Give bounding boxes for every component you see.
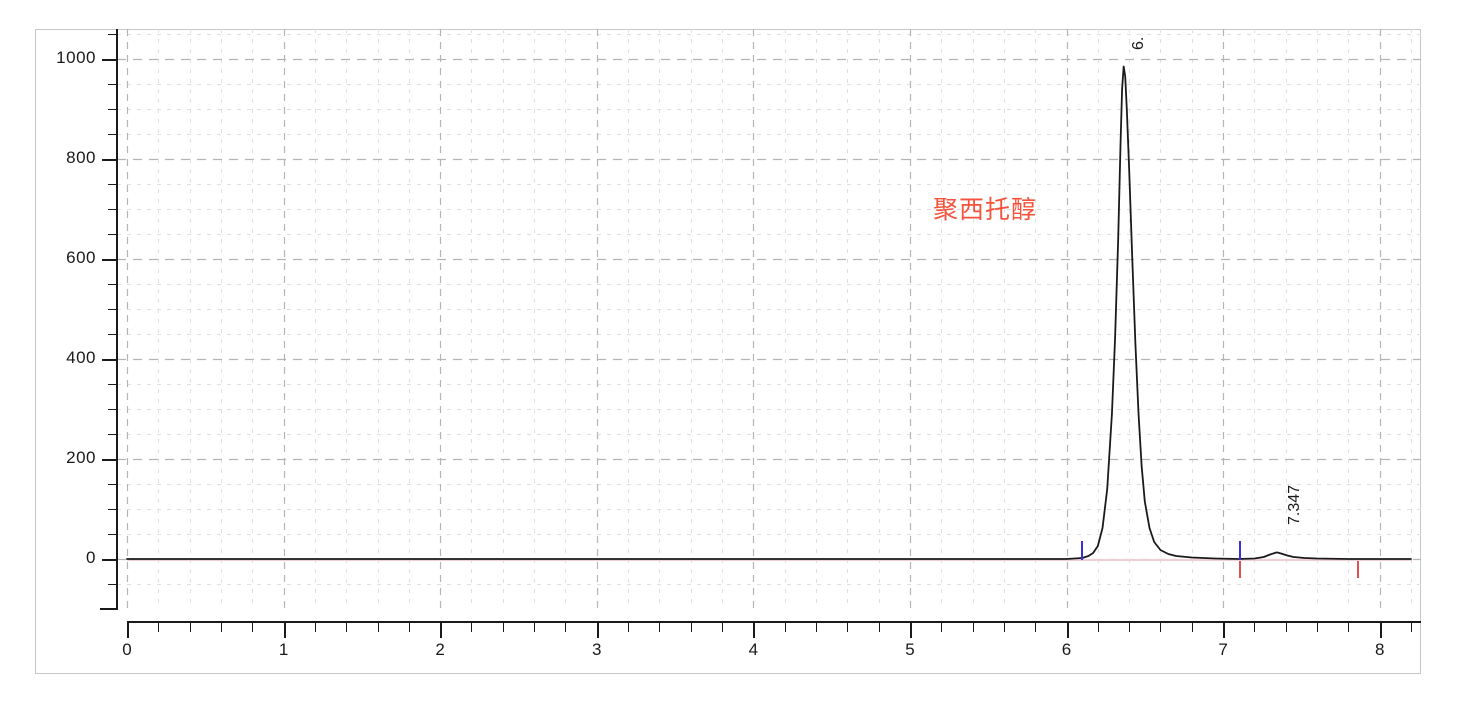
y-tick (102, 359, 117, 361)
y-tick (108, 609, 117, 610)
x-tick-label: 1 (278, 640, 289, 659)
x-tick-label: 6 (1061, 640, 1072, 659)
x-tick (127, 623, 129, 638)
y-axis-line (116, 29, 118, 610)
x-tick (910, 623, 912, 638)
chart-frame (35, 29, 1421, 674)
integration-marker-above-0 (1081, 541, 1084, 560)
x-tick (1411, 623, 1412, 632)
y-tick-label: 200 (66, 448, 96, 467)
x-axis-line (127, 621, 1421, 623)
y-tick (108, 484, 117, 485)
x-tick (378, 623, 379, 632)
y-tick (108, 284, 117, 285)
integration-marker-below-2 (1238, 561, 1241, 578)
y-tick (102, 459, 117, 461)
y-tick (108, 334, 117, 335)
x-tick (1254, 623, 1255, 632)
x-tick-label: 2 (435, 640, 445, 659)
y-tick-label: 800 (66, 148, 96, 167)
y-tick (108, 84, 117, 85)
x-tick (1129, 623, 1130, 632)
x-tick (785, 623, 786, 632)
y-tick (108, 234, 117, 235)
x-tick (409, 623, 410, 632)
x-tick-label: 3 (592, 640, 602, 659)
y-tick (102, 559, 117, 561)
x-tick (221, 623, 222, 632)
retention-time-label-minor: 7.347 (1286, 484, 1303, 525)
x-tick (1380, 623, 1382, 638)
x-tick (691, 623, 692, 632)
x-tick (346, 623, 347, 632)
y-tick-label: 600 (66, 248, 96, 267)
x-tick-label: 7 (1218, 640, 1228, 659)
x-tick (597, 623, 599, 638)
x-tick (816, 623, 817, 632)
grid-minor (117, 29, 1421, 609)
y-tick (108, 534, 117, 535)
x-tick (973, 623, 974, 632)
x-tick (158, 623, 159, 632)
y-tick (108, 384, 117, 385)
x-tick (1160, 623, 1161, 632)
y-tick (102, 259, 117, 261)
integration-markers (117, 29, 1421, 609)
y-tick (108, 184, 117, 185)
y-tick (102, 159, 117, 161)
grid-major (117, 29, 1421, 609)
y-tick (108, 34, 117, 35)
x-tick (284, 623, 286, 638)
compound-annotation-label: 聚西托醇 (933, 196, 1038, 224)
x-tick (659, 623, 660, 632)
y-tick (108, 134, 117, 135)
x-tick (565, 623, 566, 632)
x-tick-label: 5 (905, 640, 915, 659)
integration-marker-above-1 (1238, 541, 1241, 560)
x-tick (440, 623, 442, 638)
y-axis-labels: 0 200 400 600 800 1000 (18, 0, 96, 680)
y-tick (108, 409, 117, 410)
x-tick (628, 623, 629, 632)
x-tick (847, 623, 848, 632)
y-tick (108, 109, 117, 110)
x-tick (1223, 623, 1225, 638)
x-tick (1004, 623, 1005, 632)
x-tick (1098, 623, 1099, 632)
x-tick (534, 623, 535, 632)
x-tick (1317, 623, 1318, 632)
x-tick (471, 623, 472, 632)
y-tick-label: 400 (66, 348, 96, 367)
x-tick (1348, 623, 1349, 632)
x-tick (879, 623, 880, 632)
x-tick (503, 623, 504, 632)
x-tick (941, 623, 942, 632)
x-tick (315, 623, 316, 632)
y-tick (102, 59, 117, 61)
y-tick (108, 584, 117, 585)
y-tick (108, 309, 117, 310)
y-tick (108, 209, 117, 210)
integration-marker-below-3 (1356, 561, 1359, 578)
x-tick (753, 623, 755, 638)
x-tick (1067, 623, 1069, 638)
x-tick (190, 623, 191, 632)
x-tick-label: 0 (122, 640, 132, 659)
y-tick (108, 434, 117, 435)
retention-time-label-main: 6. (1130, 36, 1147, 50)
plot-area (117, 29, 1421, 609)
x-tick (252, 623, 253, 632)
x-tick (1286, 623, 1287, 632)
x-tick-label: 8 (1374, 640, 1385, 659)
y-tick (108, 509, 117, 510)
x-tick (1035, 623, 1036, 632)
signal-trace (126, 65, 1412, 561)
y-tick-label: 1000 (56, 48, 96, 67)
x-tick (722, 623, 723, 632)
x-tick-label: 4 (748, 640, 759, 659)
y-tick-label: 0 (86, 548, 96, 567)
x-tick (1192, 623, 1193, 632)
